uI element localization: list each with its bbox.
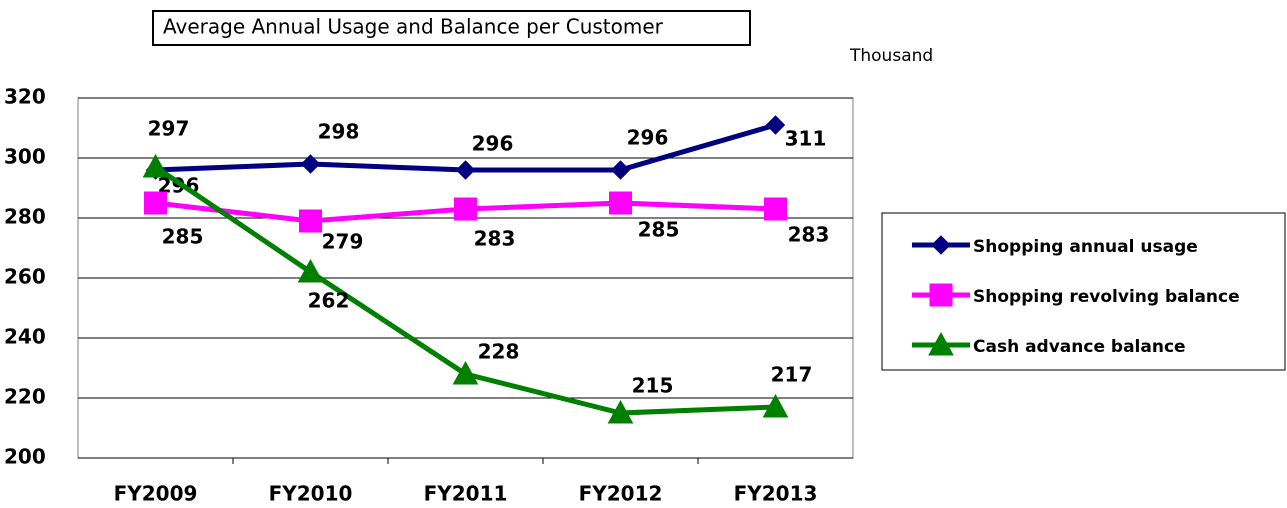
legend-label: Shopping revolving balance [973,287,1240,307]
unit-label: Thousand [849,46,933,66]
legend-label: Cash advance balance [973,337,1186,357]
y-tick-label: 320 [4,85,46,109]
legend-marker [929,283,953,307]
data-point [142,153,169,178]
data-label: 311 [785,127,827,151]
legend-marker [931,235,951,255]
data-label: 228 [478,340,520,364]
chart-title: Average Annual Usage and Balance per Cus… [163,15,664,39]
x-tick-label: FY2009 [114,482,198,506]
data-point [452,360,479,385]
data-point [610,160,631,180]
data-label: 279 [322,230,364,254]
y-tick-label: 280 [4,205,46,229]
data-label: 283 [788,223,830,247]
data-point [764,197,787,221]
y-tick-label: 260 [4,265,46,289]
data-point [144,191,167,215]
title-box [152,10,751,46]
data-point [300,154,321,174]
data-point [765,115,786,135]
x-tick-label: FY2011 [424,482,508,506]
data-label: 283 [474,227,516,251]
data-point [297,258,324,283]
data-label: 296 [472,132,514,156]
data-point [454,197,477,221]
x-tick-label: FY2010 [269,482,353,506]
data-label: 217 [771,363,813,387]
data-point [455,160,476,180]
data-point [609,191,632,215]
x-tick-label: FY2012 [579,482,663,506]
data-point [299,209,322,233]
data-point [762,393,789,418]
y-tick-label: 200 [4,445,46,469]
data-point [607,399,634,424]
legend-marker [928,331,954,356]
data-label: 298 [318,120,360,144]
data-label: 262 [308,289,350,313]
data-label: 215 [632,374,674,398]
y-tick-label: 220 [4,385,46,409]
x-tick-label: FY2013 [734,482,818,506]
data-label: 285 [162,225,204,249]
data-label: 297 [148,117,190,141]
y-tick-label: 240 [4,325,46,349]
y-tick-label: 300 [4,145,46,169]
legend-label: Shopping annual usage [973,237,1198,257]
data-label: 285 [638,218,680,242]
data-label: 296 [627,126,669,150]
